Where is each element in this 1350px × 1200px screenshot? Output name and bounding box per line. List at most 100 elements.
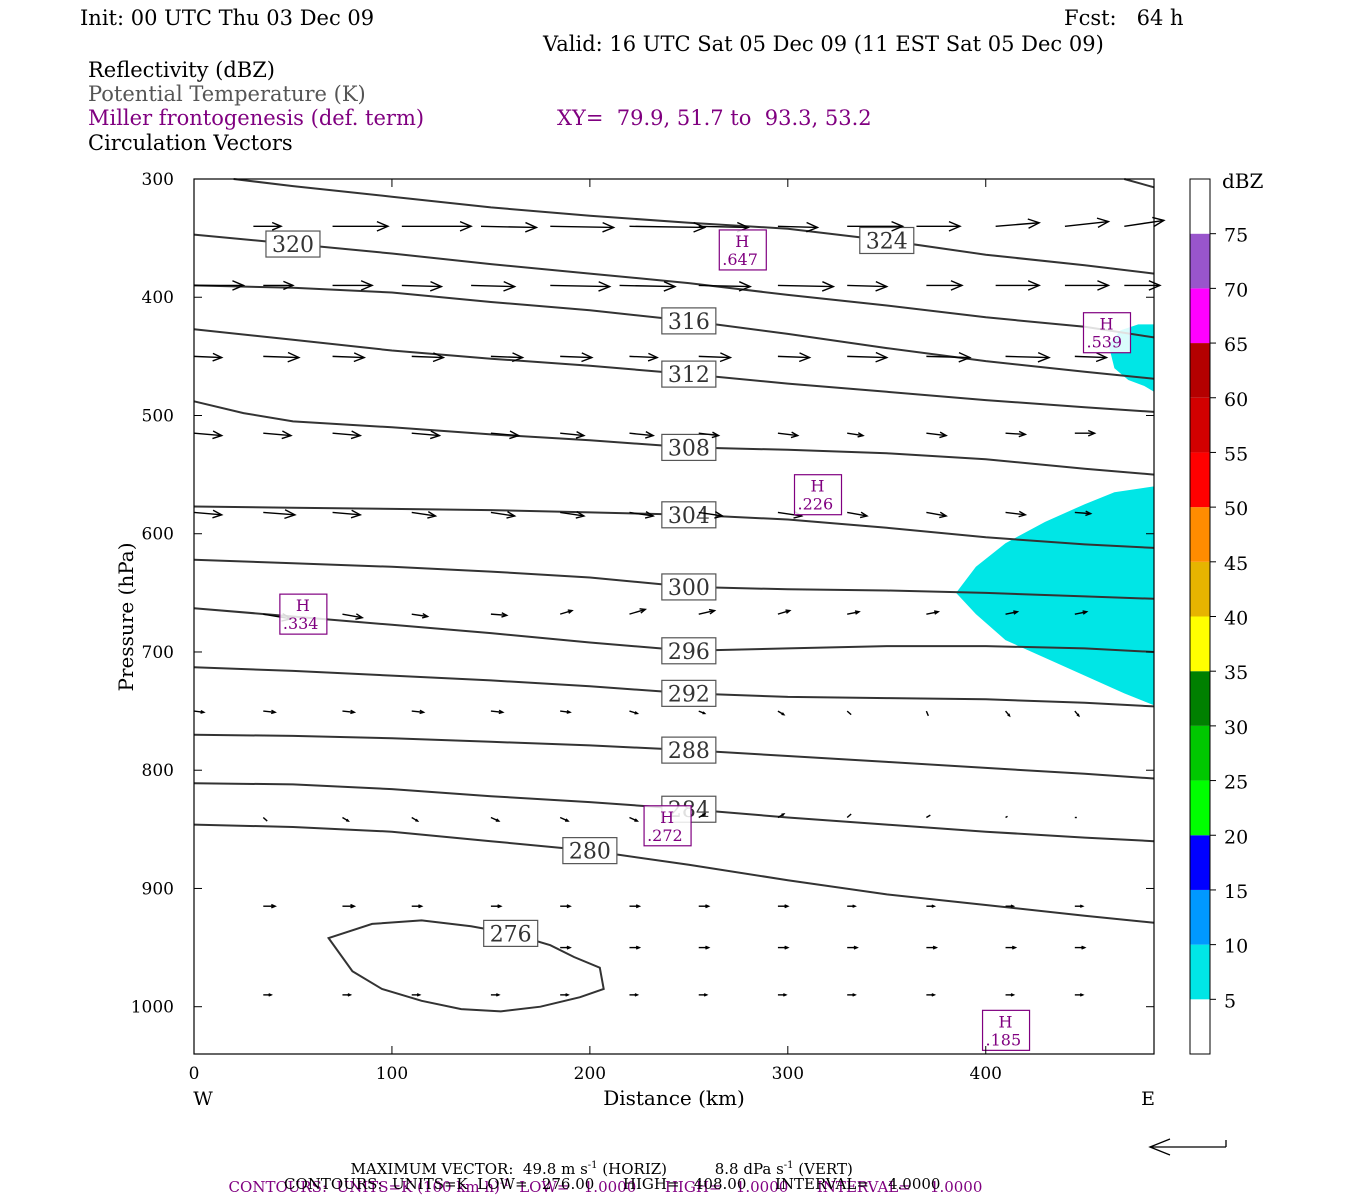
- maximum-vector-note: MAXIMUM VECTOR: 49.8 m s-1 (HORIZ) 8.8 d…: [350, 1160, 853, 1178]
- circulation-vector: [847, 432, 865, 438]
- plot-frame: [193, 178, 1155, 1055]
- circulation-vector: [342, 816, 350, 822]
- colorbar-label: 25: [1224, 772, 1248, 794]
- cross-section-endpoints: XY= 79.9, 51.7 to 93.3, 53.2: [557, 106, 872, 130]
- colorbar-segment: [1190, 397, 1210, 453]
- circulation-vector: [262, 816, 268, 822]
- circulation-vector: [490, 612, 509, 618]
- circulation-vector: [847, 280, 889, 292]
- theta-label-296: 296: [668, 640, 710, 665]
- circulation-vector: [698, 608, 717, 615]
- circulation-vector: [847, 945, 859, 950]
- circulation-vector: [560, 709, 572, 714]
- x-tick-label: 0: [189, 1064, 200, 1084]
- theta-label-box-280: [562, 837, 618, 865]
- circulation-vector: [847, 220, 905, 232]
- field-circulation-vectors: Circulation Vectors: [88, 131, 293, 155]
- circulation-vector: [1074, 904, 1085, 908]
- circulation-vector: [1005, 815, 1008, 819]
- circulation-vector: [698, 904, 711, 909]
- circulation-vector: [560, 352, 594, 363]
- y-tick-label: 400: [142, 288, 174, 308]
- colorbar-unit: dBZ: [1222, 169, 1264, 193]
- circulation-vector: [847, 511, 869, 519]
- x-tick-label: 300: [772, 1064, 804, 1084]
- circulation-vector: [916, 220, 962, 232]
- circulation-vector: [846, 813, 852, 819]
- frontogenesis-max-mark: H: [811, 477, 825, 496]
- colorbar-segment: [1190, 507, 1210, 562]
- circulation-vector: [411, 352, 446, 363]
- x-tick-label: 200: [574, 1064, 606, 1084]
- circulation-vector: [559, 609, 574, 615]
- theta-label-308: 308: [668, 436, 710, 461]
- frontogenesis-max-mark: H: [1099, 315, 1113, 334]
- circulation-vector: [1074, 945, 1087, 950]
- frontogenesis-max-value: .185: [986, 1030, 1022, 1049]
- circulation-vector: [629, 945, 642, 950]
- circulation-vector: [995, 218, 1041, 229]
- colorbar-segment: [1190, 835, 1210, 890]
- circulation-vector: [698, 281, 753, 292]
- colorbar-label: 5: [1224, 990, 1236, 1012]
- circulation-vector: [263, 280, 295, 291]
- circulation-vector: [777, 813, 786, 819]
- circulation-vector: [1074, 510, 1093, 517]
- theta-contour-308: [193, 400, 1155, 476]
- y-tick-label: 600: [142, 525, 174, 545]
- circulation-vector: [1005, 610, 1020, 615]
- colorbar-label: 15: [1224, 881, 1248, 903]
- colorbar-label: 30: [1224, 717, 1248, 739]
- theta-label-box-308: [661, 433, 717, 462]
- circulation-vector: [559, 816, 570, 822]
- theta-contour-280: [193, 823, 1155, 924]
- circulation-vector: [480, 221, 539, 233]
- circulation-vector: [1074, 610, 1089, 615]
- circulation-vector: [698, 511, 725, 519]
- circulation-vector: [193, 352, 224, 362]
- circulation-vector: [490, 430, 521, 440]
- circulation-vector: [926, 610, 941, 615]
- colorbar-segment: [1190, 343, 1210, 398]
- circulation-vector: [332, 430, 363, 440]
- theta-label-box-312: [661, 360, 717, 388]
- circulation-vector: [629, 430, 656, 439]
- circulation-vector: [411, 430, 442, 440]
- circulation-vector: [698, 352, 733, 363]
- colorbar-segment: [1190, 561, 1210, 617]
- circulation-vector: [847, 904, 857, 908]
- circulation-vector: [777, 609, 792, 615]
- circulation-vector: [777, 945, 790, 950]
- colorbar-segment: [1190, 671, 1210, 726]
- circulation-vector: [411, 816, 420, 822]
- circulation-vector: [926, 945, 939, 950]
- theta-label-316: 316: [668, 310, 710, 335]
- circulation-vector: [1005, 904, 1016, 908]
- theta-label-320: 320: [272, 233, 314, 258]
- frontogenesis-max-value: .647: [722, 250, 758, 269]
- circulation-vector: [925, 710, 929, 717]
- circulation-vector: [193, 709, 206, 714]
- circulation-vector: [629, 511, 655, 519]
- theta-contour-note: CONTOURS: UNITS=K LOW= 276.00 HIGH= 408.…: [284, 1175, 941, 1193]
- frontogenesis-max-mark: H: [735, 232, 749, 251]
- circulation-vector: [332, 220, 390, 232]
- theta-label-292: 292: [668, 682, 710, 707]
- circulation-vector: [263, 430, 293, 440]
- y-tick-label: 700: [142, 643, 174, 663]
- circulation-vector: [1005, 993, 1016, 997]
- frontogenesis-max-value: .226: [798, 495, 834, 514]
- theta-label-box-320: [265, 230, 321, 258]
- circulation-vector: [411, 612, 430, 619]
- theta-label-304: 304: [668, 504, 710, 529]
- circulation-vector: [1064, 280, 1111, 291]
- frontogenesis-max-mark: H: [296, 596, 310, 615]
- frontogenesis-max-mark: H: [999, 1012, 1013, 1031]
- circulation-vector: [193, 509, 224, 519]
- circulation-vector: [698, 431, 721, 439]
- circulation-vector: [629, 816, 640, 822]
- circulation-vector: [1064, 217, 1111, 229]
- colorbar-label: 55: [1224, 443, 1248, 465]
- theta-contour-276: [326, 919, 605, 1013]
